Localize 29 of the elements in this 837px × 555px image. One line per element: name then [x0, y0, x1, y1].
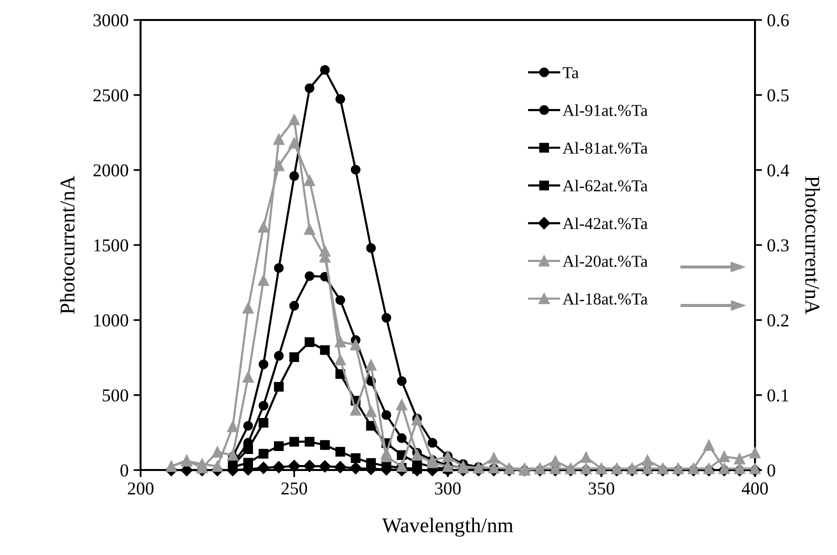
legend-label: Al-18at.%Ta [562, 292, 648, 305]
y2-tick-label: 0.2 [767, 314, 788, 327]
y-tick-label: 2500 [93, 89, 128, 102]
x-tick-label: 200 [128, 482, 154, 495]
legend-label: Al-62at.%Ta [562, 180, 648, 192]
y-tick-label: 1000 [94, 314, 128, 326]
y2-tick-label: 0 [767, 464, 776, 477]
y-tick-label: 2000 [93, 164, 128, 176]
x-tick-label: 300 [435, 482, 461, 495]
y2-tick-label: 0.4 [767, 164, 790, 177]
x-axis-title: Wavelength/nm [382, 518, 514, 537]
y2-tick-label: 0.6 [767, 14, 789, 26]
y2-axis-title: Photocurrent/nA [805, 176, 820, 314]
y2-tick-label: 0.3 [767, 239, 789, 252]
legend-label: Al-91at.%Ta [562, 104, 648, 116]
x-tick-label: 350 [588, 482, 614, 495]
x-tick-label: 250 [281, 482, 308, 495]
x-tick-label: 400 [742, 482, 768, 495]
y-tick-label: 500 [102, 389, 128, 402]
y2-tick-label: 0.5 [767, 89, 789, 102]
y-tick-label: 1500 [94, 239, 128, 252]
y-axis-title: Photocurrent/nA [60, 176, 75, 314]
legend-label: Al-81at.%Ta [562, 142, 648, 154]
legend-label: Al-42at.%Ta [562, 217, 648, 230]
legend-label: Ta [562, 67, 579, 78]
y2-tick-label: 0.1 [767, 389, 788, 402]
y-tick-label: 3000 [94, 14, 128, 26]
legend-label: Al-20at.%Ta [562, 255, 648, 267]
y-tick-label: 0 [120, 464, 128, 477]
